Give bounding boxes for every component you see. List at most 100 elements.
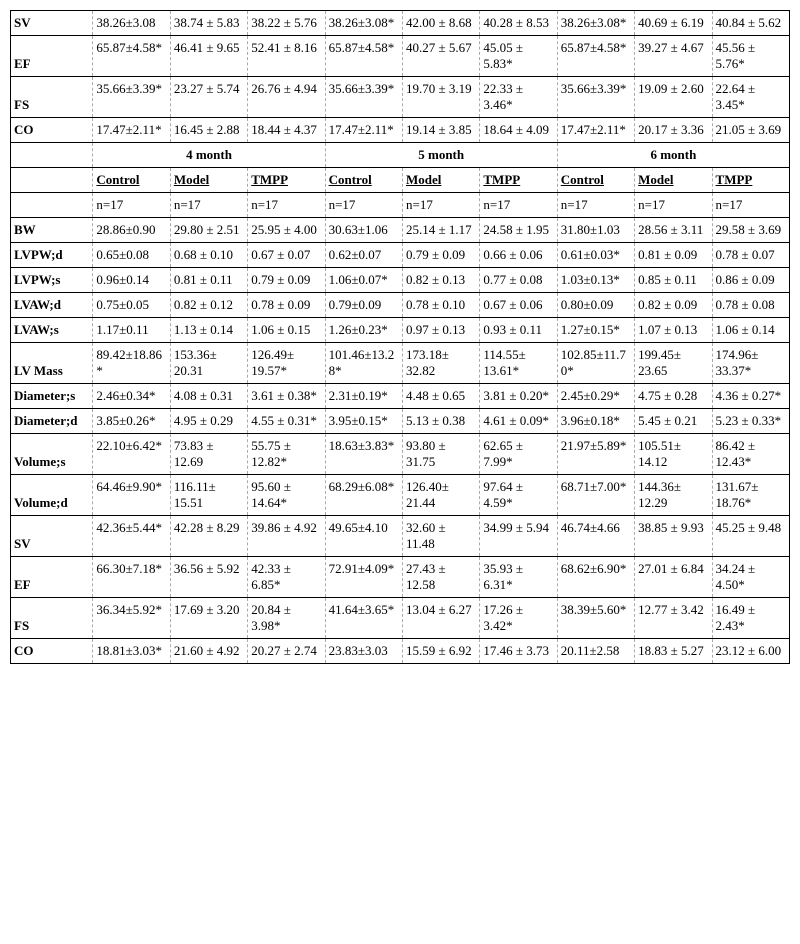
table-cell: 1.13 ± 0.14 — [170, 318, 247, 343]
table-cell: 65.87±4.58* — [93, 36, 170, 77]
table-cell: 34.99 ± 5.94 — [480, 516, 557, 557]
table-cell: 55.75 ± 12.82* — [248, 434, 325, 475]
table-cell: 0.82 ± 0.09 — [635, 293, 712, 318]
table-cell: 40.28 ± 8.53 — [480, 11, 557, 36]
row-label: Volume;d — [11, 475, 93, 516]
table-cell: 52.41 ± 8.16 — [248, 36, 325, 77]
table-cell: 131.67± 18.76* — [712, 475, 789, 516]
table-cell: 16.45 ± 2.88 — [170, 118, 247, 143]
table-cell: 1.27±0.15* — [557, 318, 634, 343]
table-cell: 0.79±0.09 — [325, 293, 402, 318]
table-cell: 0.78 ± 0.08 — [712, 293, 789, 318]
table-cell: 0.78 ± 0.09 — [248, 293, 325, 318]
table-cell: 5.45 ± 0.21 — [635, 409, 712, 434]
table-cell: 38.26±3.08* — [325, 11, 402, 36]
table-cell: 42.36±5.44* — [93, 516, 170, 557]
table-cell: 0.96±0.14 — [93, 268, 170, 293]
table-cell: 68.29±6.08* — [325, 475, 402, 516]
group-header: Control — [557, 168, 634, 193]
table-cell: 24.58 ± 1.95 — [480, 218, 557, 243]
table-cell: 126.49± 19.57* — [248, 343, 325, 384]
table-cell: 0.61±0.03* — [557, 243, 634, 268]
group-header: Control — [93, 168, 170, 193]
table-cell: 27.01 ± 6.84 — [635, 557, 712, 598]
table-cell: 45.56 ± 5.76* — [712, 36, 789, 77]
table-cell: 0.75±0.05 — [93, 293, 170, 318]
table-cell: 25.14 ± 1.17 — [402, 218, 479, 243]
table-cell: 0.85 ± 0.11 — [635, 268, 712, 293]
table-cell: 40.27 ± 5.67 — [402, 36, 479, 77]
table-cell: 28.56 ± 3.11 — [635, 218, 712, 243]
group-header: Model — [402, 168, 479, 193]
table-cell: 23.83±3.03 — [325, 639, 402, 664]
table-cell: 126.40± 21.44 — [402, 475, 479, 516]
row-label: SV — [11, 11, 93, 36]
row-label: FS — [11, 598, 93, 639]
table-cell: 0.80±0.09 — [557, 293, 634, 318]
table-cell: 38.22 ± 5.76 — [248, 11, 325, 36]
table-cell: 3.95±0.15* — [325, 409, 402, 434]
table-cell: 40.69 ± 6.19 — [635, 11, 712, 36]
table-cell: 35.66±3.39* — [325, 77, 402, 118]
table-cell: 45.25 ± 9.48 — [712, 516, 789, 557]
table-cell: 27.43 ± 12.58 — [402, 557, 479, 598]
group-header: Control — [325, 168, 402, 193]
table-cell: 95.60 ± 14.64* — [248, 475, 325, 516]
n-cell: n=17 — [93, 193, 170, 218]
table-cell: 144.36± 12.29 — [635, 475, 712, 516]
table-cell: 38.26±3.08* — [557, 11, 634, 36]
n-cell: n=17 — [170, 193, 247, 218]
table-cell: 42.33 ± 6.85* — [248, 557, 325, 598]
table-cell: 13.04 ± 6.27 — [402, 598, 479, 639]
table-cell: 46.74±4.66 — [557, 516, 634, 557]
table-cell: 29.80 ± 2.51 — [170, 218, 247, 243]
table-cell: 0.82 ± 0.13 — [402, 268, 479, 293]
row-label: LVPW;s — [11, 268, 93, 293]
row-label: EF — [11, 36, 93, 77]
table-cell: 15.59 ± 6.92 — [402, 639, 479, 664]
table-cell: 19.14 ± 3.85 — [402, 118, 479, 143]
table-cell: 12.77 ± 3.42 — [635, 598, 712, 639]
table-cell: 18.44 ± 4.37 — [248, 118, 325, 143]
table-cell: 19.09 ± 2.60 — [635, 77, 712, 118]
table-cell: 20.11±2.58 — [557, 639, 634, 664]
table-cell: 86.42 ± 12.43* — [712, 434, 789, 475]
table-cell: 38.74 ± 5.83 — [170, 11, 247, 36]
row-label: CO — [11, 118, 93, 143]
month-header: 5 month — [325, 143, 557, 168]
table-cell: 22.10±6.42* — [93, 434, 170, 475]
table-cell: 20.84 ± 3.98* — [248, 598, 325, 639]
row-label: CO — [11, 639, 93, 664]
table-cell: 35.93 ± 6.31* — [480, 557, 557, 598]
table-cell: 17.69 ± 3.20 — [170, 598, 247, 639]
group-header: Model — [170, 168, 247, 193]
table-cell: 31.80±1.03 — [557, 218, 634, 243]
table-cell: 105.51± 14.12 — [635, 434, 712, 475]
table-cell: 17.46 ± 3.73 — [480, 639, 557, 664]
table-cell: 0.81 ± 0.09 — [635, 243, 712, 268]
group-header: TMPP — [712, 168, 789, 193]
table-cell: 5.23 ± 0.33* — [712, 409, 789, 434]
table-cell: 0.67 ± 0.06 — [480, 293, 557, 318]
row-label: FS — [11, 77, 93, 118]
table-cell: 28.86±0.90 — [93, 218, 170, 243]
table-cell: 0.62±0.07 — [325, 243, 402, 268]
table-cell: 0.79 ± 0.09 — [248, 268, 325, 293]
month-header: 6 month — [557, 143, 789, 168]
n-cell: n=17 — [635, 193, 712, 218]
table-cell: 4.75 ± 0.28 — [635, 384, 712, 409]
table-cell: 0.77 ± 0.08 — [480, 268, 557, 293]
data-table: SV38.26±3.0838.74 ± 5.8338.22 ± 5.7638.2… — [10, 10, 790, 664]
table-cell: 34.24 ± 4.50* — [712, 557, 789, 598]
table-cell: 22.64 ± 3.45* — [712, 77, 789, 118]
n-cell: n=17 — [480, 193, 557, 218]
table-cell: 66.30±7.18* — [93, 557, 170, 598]
table-cell: 20.17 ± 3.36 — [635, 118, 712, 143]
table-cell: 2.45±0.29* — [557, 384, 634, 409]
table-cell: 93.80 ± 31.75 — [402, 434, 479, 475]
table-cell: 72.91±4.09* — [325, 557, 402, 598]
table-cell: 89.42±18.86* — [93, 343, 170, 384]
table-cell: 1.17±0.11 — [93, 318, 170, 343]
table-cell: 1.06 ± 0.14 — [712, 318, 789, 343]
table-cell: 4.95 ± 0.29 — [170, 409, 247, 434]
